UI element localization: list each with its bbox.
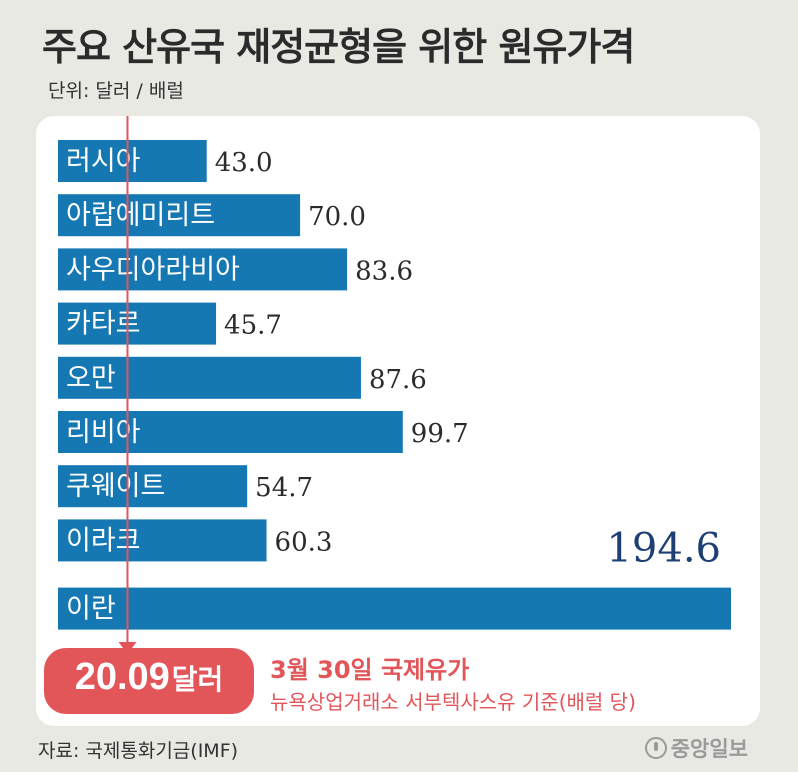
bar-value-label: 83.6 bbox=[355, 256, 413, 286]
chart-title: 주요 산유국 재정균형을 위한 원유가격 bbox=[42, 25, 635, 69]
publisher-logo-icon bbox=[644, 737, 667, 759]
chart-panel: 러시아 43.0 아랍에미리트 70.0 사우디아라비아 83.6 카타르 45.7 오만 87.… bbox=[36, 116, 760, 726]
reference-price-unit: 달러 bbox=[171, 663, 224, 696]
bar bbox=[58, 411, 403, 453]
bar-category-label: 러시아 bbox=[66, 146, 141, 177]
bar-category-label: 카타르 bbox=[66, 309, 141, 340]
bar-value-label: 60.3 bbox=[275, 527, 333, 557]
unit-label: 단위: 달러 / 배럴 bbox=[48, 80, 184, 102]
bar-category-label: 사우디아라비아 bbox=[66, 254, 240, 285]
bar-value-label: 99.7 bbox=[411, 419, 469, 449]
bar-category-label: 쿠웨이트 bbox=[66, 471, 165, 502]
bar-value-label: 43.0 bbox=[215, 148, 273, 178]
bar bbox=[58, 519, 267, 562]
reference-price-title: 3월 30일 국제유가 bbox=[270, 656, 470, 684]
bar bbox=[58, 587, 731, 630]
bar bbox=[58, 356, 361, 399]
bar-category-label: 리비아 bbox=[66, 417, 141, 448]
bar-category-label: 오만 bbox=[66, 363, 116, 394]
bar-value-label: 87.6 bbox=[369, 365, 427, 395]
bar-value-label: 194.6 bbox=[606, 526, 721, 572]
reference-price-value: 20.09 bbox=[74, 656, 170, 698]
bar bbox=[58, 194, 301, 237]
bar-category-label: 이라크 bbox=[66, 525, 141, 556]
reference-price-badge: 20.09 달러 bbox=[44, 648, 254, 714]
publisher-logo: 중앙일보 bbox=[644, 733, 748, 763]
publisher-logo-text: 중앙일보 bbox=[670, 737, 748, 761]
reference-price-subtitle: 뉴욕상업거래소 서부텍사스유 기준(배럴 당) bbox=[270, 690, 636, 714]
bar bbox=[58, 302, 217, 345]
bar-category-label: 아랍에미리트 bbox=[66, 200, 215, 231]
source-note: 자료: 국제통화기금(IMF) bbox=[38, 740, 239, 762]
bar-value-label: 45.7 bbox=[224, 311, 282, 341]
bar bbox=[58, 248, 348, 291]
bar-category-label: 이란 bbox=[66, 594, 116, 625]
bar bbox=[58, 465, 248, 508]
bar bbox=[58, 140, 207, 182]
bar-value-label: 54.7 bbox=[255, 473, 313, 503]
bar-value-label: 70.0 bbox=[308, 202, 366, 232]
